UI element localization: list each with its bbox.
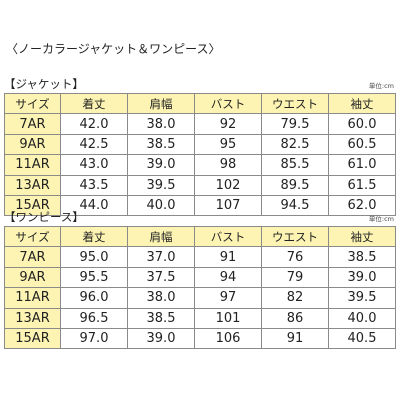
header-shoulder: 肩幅 — [127, 225, 195, 248]
waist-cell: 89.5 — [261, 174, 329, 196]
bust-cell: 98 — [194, 154, 262, 176]
waist-cell: 82.5 — [261, 133, 329, 156]
size-label: 13AR — [4, 307, 61, 329]
shoulder-cell: 38.0 — [127, 113, 195, 135]
table-header-row: サイズ 着丈 肩幅 バスト ウエスト 袖丈 — [4, 225, 396, 248]
sleeve-cell: 61.0 — [328, 154, 396, 176]
header-size: サイズ — [4, 92, 61, 115]
size-label: 11AR — [4, 287, 61, 309]
shoulder-cell: 39.0 — [127, 327, 195, 350]
sleeve-cell: 39.0 — [328, 266, 396, 289]
bust-cell: 106 — [194, 327, 262, 350]
page-title: 〈ノーカラージャケット＆ワンピース〉 — [6, 42, 221, 56]
bust-cell: 107 — [194, 194, 262, 217]
table-row: 13AR 96.5 38.5 101 86 40.0 — [4, 307, 396, 329]
jacket-unit-label: 単位:cm — [368, 82, 394, 90]
length-cell: 96.5 — [60, 307, 128, 329]
waist-cell: 86 — [261, 307, 329, 329]
length-cell: 42.0 — [60, 113, 128, 135]
table-row: 7AR 42.0 38.0 92 79.5 60.0 — [4, 113, 396, 135]
size-label: 11AR — [4, 154, 61, 176]
header-shoulder: 肩幅 — [127, 92, 195, 115]
waist-cell: 76 — [261, 246, 329, 268]
sleeve-cell: 60.0 — [328, 113, 396, 135]
jacket-section-title: 【ジャケット】 — [4, 77, 84, 91]
dress-size-table: サイズ 着丈 肩幅 バスト ウエスト 袖丈 7AR 95.0 37.0 91 7… — [4, 225, 396, 350]
sleeve-cell: 39.5 — [328, 287, 396, 309]
bust-cell: 94 — [194, 266, 262, 289]
bust-cell: 101 — [194, 307, 262, 329]
length-cell: 97.0 — [60, 327, 128, 350]
bust-cell: 97 — [194, 287, 262, 309]
header-waist: ウエスト — [261, 92, 329, 115]
shoulder-cell: 40.0 — [127, 194, 195, 217]
shoulder-cell: 37.5 — [127, 266, 195, 289]
table-row: 9AR 42.5 38.5 95 82.5 60.5 — [4, 133, 396, 156]
waist-cell: 79.5 — [261, 113, 329, 135]
header-sleeve: 袖丈 — [328, 92, 396, 115]
length-cell: 96.0 — [60, 287, 128, 309]
table-row: 7AR 95.0 37.0 91 76 38.5 — [4, 246, 396, 268]
length-cell: 44.0 — [60, 194, 128, 217]
shoulder-cell: 39.5 — [127, 174, 195, 196]
bust-cell: 102 — [194, 174, 262, 196]
sleeve-cell: 40.5 — [328, 327, 396, 350]
waist-cell: 82 — [261, 287, 329, 309]
sleeve-cell: 61.5 — [328, 174, 396, 196]
waist-cell: 94.5 — [261, 194, 329, 217]
bust-cell: 91 — [194, 246, 262, 268]
length-cell: 95.5 — [60, 266, 128, 289]
bust-cell: 95 — [194, 133, 262, 156]
length-cell: 43.0 — [60, 154, 128, 176]
waist-cell: 91 — [261, 327, 329, 350]
sleeve-cell: 60.5 — [328, 133, 396, 156]
length-cell: 42.5 — [60, 133, 128, 156]
shoulder-cell: 38.5 — [127, 133, 195, 156]
length-cell: 43.5 — [60, 174, 128, 196]
shoulder-cell: 38.0 — [127, 287, 195, 309]
size-label: 13AR — [4, 174, 61, 196]
table-row: 9AR 95.5 37.5 94 79 39.0 — [4, 266, 396, 289]
jacket-size-table: サイズ 着丈 肩幅 バスト ウエスト 袖丈 7AR 42.0 38.0 92 7… — [4, 92, 396, 217]
size-label: 7AR — [4, 113, 61, 135]
dress-section-title: 【ワンピース】 — [4, 210, 84, 224]
header-bust: バスト — [194, 92, 262, 115]
shoulder-cell: 39.0 — [127, 154, 195, 176]
table-row: 11AR 96.0 38.0 97 82 39.5 — [4, 287, 396, 309]
table-row: 13AR 43.5 39.5 102 89.5 61.5 — [4, 174, 396, 196]
dress-unit-label: 単位:cm — [368, 215, 394, 223]
table-row: 15AR 44.0 40.0 107 94.5 62.0 — [4, 194, 396, 217]
sleeve-cell: 62.0 — [328, 194, 396, 217]
header-length: 着丈 — [60, 225, 128, 248]
waist-cell: 85.5 — [261, 154, 329, 176]
length-cell: 95.0 — [60, 246, 128, 268]
waist-cell: 79 — [261, 266, 329, 289]
header-length: 着丈 — [60, 92, 128, 115]
size-label: 9AR — [4, 133, 61, 156]
size-label: 15AR — [4, 194, 61, 217]
dress-size-section: 【ワンピース】 単位:cm サイズ 着丈 肩幅 バスト ウエスト 袖丈 7AR … — [4, 210, 396, 350]
sleeve-cell: 38.5 — [328, 246, 396, 268]
size-label: 9AR — [4, 266, 61, 289]
bust-cell: 92 — [194, 113, 262, 135]
header-size: サイズ — [4, 225, 61, 248]
sleeve-cell: 40.0 — [328, 307, 396, 329]
header-sleeve: 袖丈 — [328, 225, 396, 248]
header-waist: ウエスト — [261, 225, 329, 248]
size-label: 15AR — [4, 327, 61, 350]
table-row: 15AR 97.0 39.0 106 91 40.5 — [4, 327, 396, 350]
header-bust: バスト — [194, 225, 262, 248]
shoulder-cell: 38.5 — [127, 307, 195, 329]
table-header-row: サイズ 着丈 肩幅 バスト ウエスト 袖丈 — [4, 92, 396, 115]
shoulder-cell: 37.0 — [127, 246, 195, 268]
table-row: 11AR 43.0 39.0 98 85.5 61.0 — [4, 154, 396, 176]
size-label: 7AR — [4, 246, 61, 268]
jacket-size-section: 【ジャケット】 単位:cm サイズ 着丈 肩幅 バスト ウエスト 袖丈 7AR … — [4, 77, 396, 217]
